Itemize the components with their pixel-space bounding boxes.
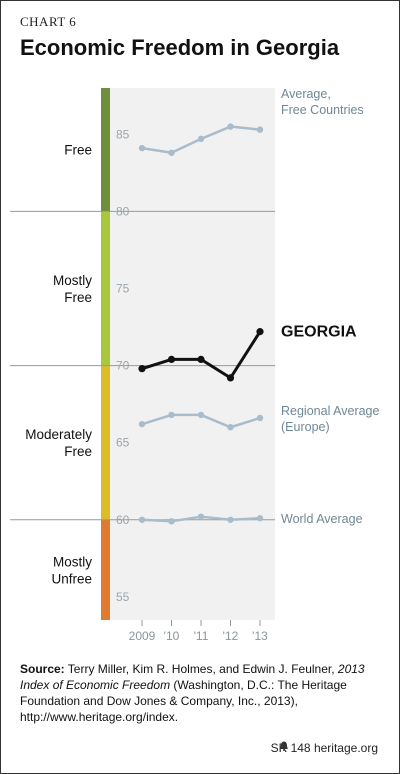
data-point — [256, 414, 264, 422]
data-point — [256, 328, 264, 336]
band-label: Free — [64, 143, 92, 158]
source-italic-title: 2013 Index of Economic Freedom — [20, 662, 365, 692]
y-tick-label: 85 — [116, 127, 130, 141]
source-note: Source: Terry Miller, Kim R. Holmes, and… — [20, 661, 390, 725]
plot-background — [110, 88, 275, 620]
x-tick-label: '10 — [164, 629, 180, 643]
data-point — [167, 355, 176, 363]
band-label: Mostly — [53, 554, 92, 569]
series-label: Free Countries — [281, 103, 364, 117]
data-point — [227, 123, 234, 130]
x-tick-label: '12 — [223, 629, 239, 643]
series-label: (Europe) — [281, 420, 330, 434]
y-tick-label: 75 — [116, 281, 130, 295]
liberty-bell-icon — [279, 741, 288, 751]
x-tick-label: 2009 — [129, 629, 156, 643]
x-tick-label: '13 — [252, 629, 268, 643]
series-label: World Average — [281, 512, 363, 526]
data-point — [168, 411, 175, 419]
data-point — [168, 149, 175, 156]
band-label: Moderately — [25, 427, 92, 442]
data-point — [138, 144, 146, 152]
y-tick-label: 55 — [116, 590, 130, 604]
data-point — [197, 135, 205, 143]
band-bar-2 — [101, 365, 110, 520]
series-label: Regional Average — [281, 404, 380, 418]
series-label: GEORGIA — [281, 324, 357, 341]
data-point — [256, 515, 264, 522]
footer: SR 148 heritage.org — [271, 741, 378, 755]
data-point — [138, 516, 146, 523]
band-label: Free — [64, 290, 92, 305]
y-tick-label: 65 — [116, 436, 130, 450]
data-point — [168, 518, 175, 525]
chart-number: CHART 6 — [20, 14, 77, 29]
report-id: SR 148 — [270, 741, 311, 755]
source-label: Source: — [20, 662, 65, 676]
band-label: Mostly — [53, 273, 92, 288]
series-label: Average, — [281, 87, 331, 101]
source-text-1: Terry Miller, Kim R. Holmes, and Edwin J… — [64, 662, 338, 676]
data-point — [226, 374, 235, 382]
data-point — [138, 365, 146, 373]
x-tick-label: '11 — [194, 629, 209, 643]
y-tick-label: 70 — [116, 359, 130, 373]
data-point — [227, 516, 234, 523]
band-bar-0 — [101, 88, 110, 212]
chart-title: Economic Freedom in Georgia — [20, 35, 340, 60]
source-text-2: (Washington, D.C.: The Heritage Foundati… — [20, 678, 347, 724]
data-point — [197, 411, 205, 419]
y-tick-label: 60 — [116, 513, 130, 527]
band-bar-1 — [101, 211, 110, 366]
band-label: Unfree — [51, 571, 92, 586]
data-point — [256, 126, 264, 133]
band-label: Free — [64, 444, 92, 459]
data-point — [138, 420, 146, 428]
site-name: heritage.org — [313, 741, 378, 755]
band-bar-3 — [101, 519, 110, 620]
data-point — [227, 424, 234, 431]
data-point — [197, 513, 205, 520]
data-point — [197, 355, 205, 363]
y-tick-label: 80 — [116, 204, 130, 218]
